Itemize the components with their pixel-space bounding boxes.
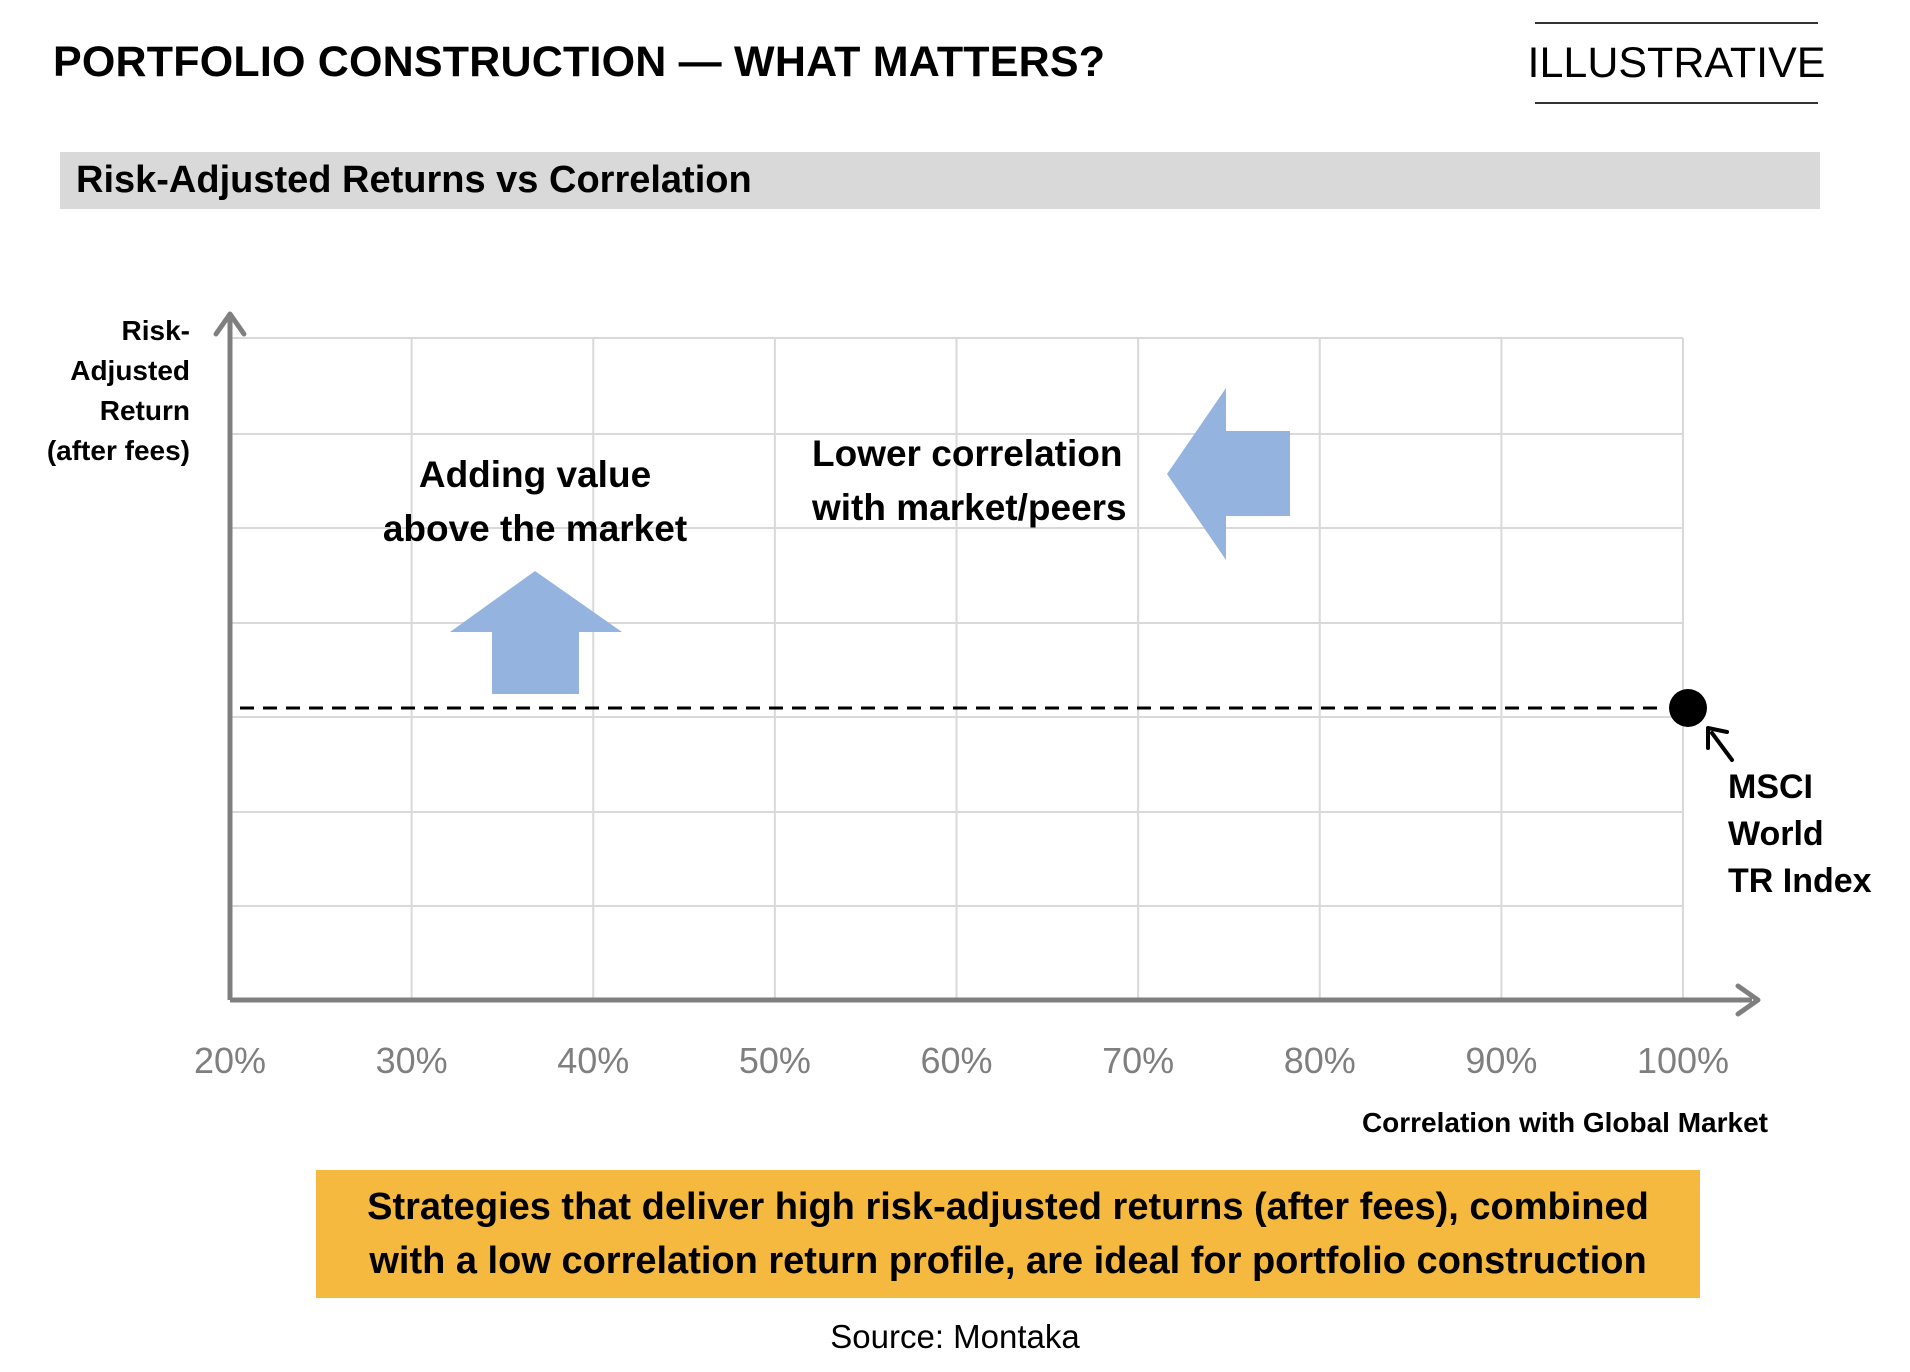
x-tick-labels: 20% 30% 40% 50% 60% 70% 80% 90% 100% — [194, 1040, 1729, 1081]
x-tick-label: 20% — [194, 1040, 266, 1081]
annotation-adding-value-line: above the market — [383, 508, 687, 549]
msci-world-label-line: TR Index — [1728, 862, 1872, 900]
left-arrow-icon — [1167, 388, 1290, 560]
y-axis-label-line: (after fees) — [47, 435, 190, 466]
chart-section-header: Risk-Adjusted Returns vs Correlation — [60, 152, 1820, 209]
msci-world-point — [1669, 689, 1707, 727]
x-tick-label: 100% — [1637, 1040, 1729, 1081]
chart-axes — [213, 311, 1761, 1017]
annotation-adding-value-line: Adding value — [419, 454, 651, 495]
x-tick-label: 80% — [1284, 1040, 1356, 1081]
callout-line-1: Strategies that deliver high risk-adjust… — [367, 1186, 1649, 1228]
illustrative-tag: ILLUSTRATIVE — [1528, 22, 1825, 104]
callout-line-2: with a low correlation return profile, a… — [369, 1240, 1647, 1282]
x-axis-label-text: Correlation with Global Market — [1362, 1107, 1768, 1138]
y-axis-label-line: Return — [100, 395, 190, 426]
chart-annotations: Adding value above the market Lower correl… — [383, 388, 1290, 694]
x-axis-label: Correlation with Global Market — [1362, 1107, 1768, 1138]
x-axis-arrowhead — [1735, 983, 1761, 1017]
y-axis-label-line: Risk- — [122, 315, 190, 346]
point-label-pointer — [1710, 731, 1734, 762]
msci-world-label-line: World — [1728, 815, 1824, 853]
msci-world-label-line: MSCI — [1728, 768, 1813, 806]
y-axis-arrowhead — [213, 311, 247, 337]
chart-points: MSCI World TR Index — [1669, 689, 1872, 900]
y-axis-label-line: Adjusted — [70, 355, 190, 386]
conclusion-callout: Strategies that deliver high risk-adjust… — [316, 1170, 1700, 1298]
annotation-lower-correlation-line: Lower correlation — [812, 433, 1122, 474]
up-arrow-icon — [450, 571, 622, 694]
x-tick-label: 50% — [739, 1040, 811, 1081]
x-tick-label: 70% — [1102, 1040, 1174, 1081]
annotation-lower-correlation-line: with market/peers — [811, 487, 1127, 528]
y-axis-label: Risk- Adjusted Return (after fees) — [47, 315, 190, 466]
source-note: Source: Montaka — [830, 1318, 1080, 1355]
page-title: PORTFOLIO CONSTRUCTION — WHAT MATTERS? — [53, 38, 1106, 86]
x-tick-label: 90% — [1465, 1040, 1537, 1081]
x-tick-label: 40% — [557, 1040, 629, 1081]
x-tick-label: 60% — [920, 1040, 992, 1081]
x-tick-label: 30% — [376, 1040, 448, 1081]
point-label-pointer-head — [1706, 726, 1729, 750]
chart-grid — [230, 337, 1684, 1000]
